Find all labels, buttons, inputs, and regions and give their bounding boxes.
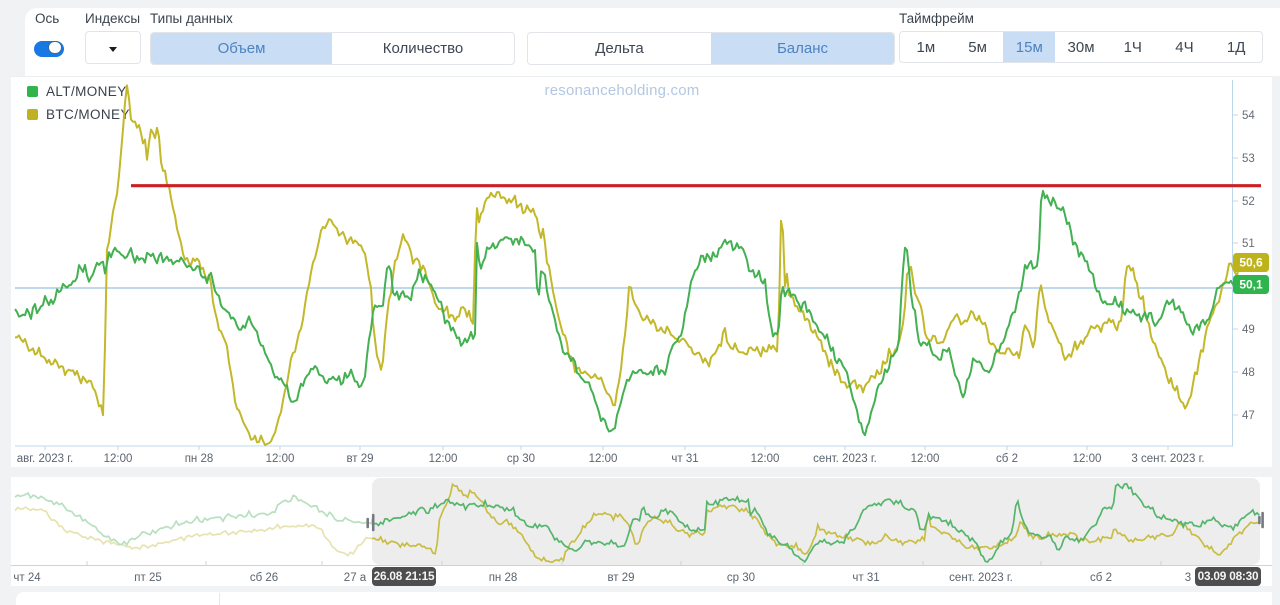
svg-text:сент. 2023 г.: сент. 2023 г. <box>949 572 1013 584</box>
svg-text:чт 31: чт 31 <box>671 453 698 465</box>
svg-text:12:00: 12:00 <box>266 453 295 465</box>
svg-text:49: 49 <box>1242 324 1255 336</box>
svg-text:51: 51 <box>1242 238 1255 250</box>
svg-text:ср 30: ср 30 <box>727 572 755 584</box>
svg-text:54: 54 <box>1242 110 1255 122</box>
svg-text:12:00: 12:00 <box>751 453 780 465</box>
svg-text:пн 28: пн 28 <box>489 572 518 584</box>
svg-text:50,6: 50,6 <box>1239 256 1263 270</box>
svg-text:12:00: 12:00 <box>1073 453 1102 465</box>
svg-text:12:00: 12:00 <box>911 453 940 465</box>
svg-text:сб 2: сб 2 <box>996 453 1018 465</box>
svg-text:сб 2: сб 2 <box>1090 572 1112 584</box>
svg-text:12:00: 12:00 <box>429 453 458 465</box>
svg-text:сент. 2023 г.: сент. 2023 г. <box>813 453 877 465</box>
svg-text:пт 25: пт 25 <box>134 572 161 584</box>
svg-text:53: 53 <box>1242 153 1255 165</box>
svg-text:52: 52 <box>1242 196 1255 208</box>
svg-text:12:00: 12:00 <box>104 453 133 465</box>
svg-text:вт 29: вт 29 <box>607 572 634 584</box>
svg-text:12:00: 12:00 <box>589 453 618 465</box>
svg-text:27 а: 27 а <box>344 572 367 584</box>
svg-text:авг. 2023 г.: авг. 2023 г. <box>17 453 73 465</box>
svg-text:ср 30: ср 30 <box>507 453 535 465</box>
svg-text:пн 28: пн 28 <box>185 453 214 465</box>
svg-text:48: 48 <box>1242 367 1255 379</box>
svg-text:3 сент. 2023 г.: 3 сент. 2023 г. <box>1131 453 1204 465</box>
svg-text:вт 29: вт 29 <box>346 453 373 465</box>
svg-text:47: 47 <box>1242 410 1255 422</box>
svg-text:чт 31: чт 31 <box>852 572 879 584</box>
svg-text:сб 26: сб 26 <box>250 572 278 584</box>
svg-text:50,1: 50,1 <box>1239 278 1263 292</box>
svg-text:3: 3 <box>1185 572 1191 584</box>
svg-text:чт 24: чт 24 <box>13 572 41 584</box>
